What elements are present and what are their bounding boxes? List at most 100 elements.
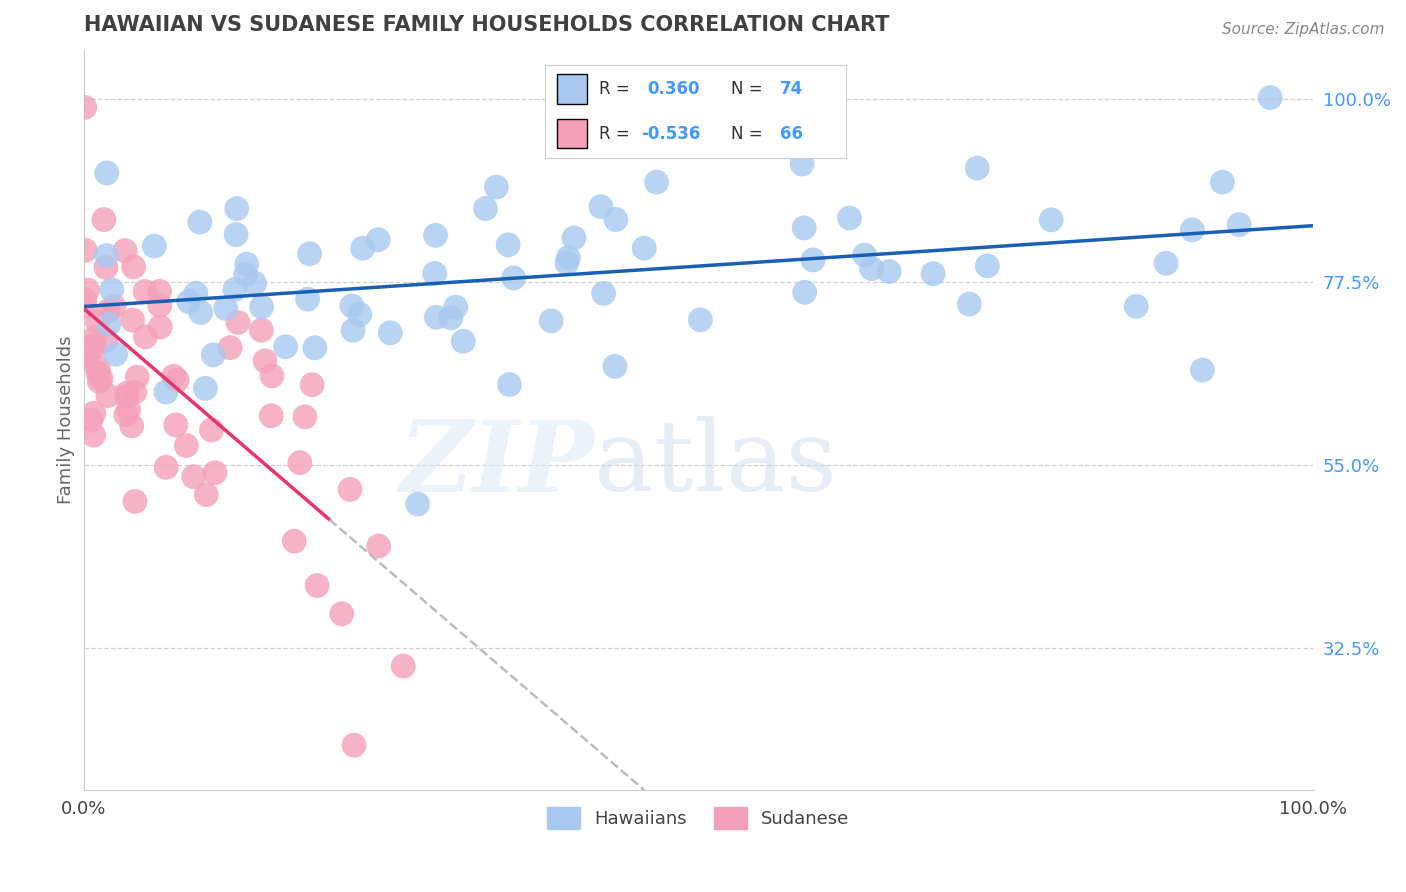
Point <box>966 161 988 175</box>
Point <box>557 251 579 265</box>
Point <box>115 386 138 401</box>
Point <box>124 494 146 508</box>
Point <box>367 539 389 553</box>
Point <box>165 417 187 432</box>
Point <box>298 246 321 260</box>
Point <box>89 374 111 388</box>
Point <box>148 285 170 299</box>
Legend: Hawaiians, Sudanese: Hawaiians, Sudanese <box>540 800 856 837</box>
Point <box>838 211 860 225</box>
Point <box>1191 363 1213 377</box>
Point <box>297 292 319 306</box>
Point <box>127 370 149 384</box>
Point <box>100 283 122 297</box>
Text: ZIP: ZIP <box>399 417 593 513</box>
Point <box>83 341 105 355</box>
Point <box>235 268 257 282</box>
Point <box>134 330 156 344</box>
Point <box>853 248 876 262</box>
Point <box>73 100 96 114</box>
Point <box>115 390 138 404</box>
Point <box>425 228 447 243</box>
Point <box>235 257 257 271</box>
Point <box>592 286 614 301</box>
Point <box>1040 212 1063 227</box>
Point <box>97 318 120 332</box>
Point <box>976 259 998 273</box>
Point <box>260 368 283 383</box>
Point <box>793 220 815 235</box>
Point <box>440 310 463 325</box>
Point <box>307 578 329 592</box>
Point <box>1181 223 1204 237</box>
Point <box>349 307 371 321</box>
Point <box>94 260 117 275</box>
Point <box>453 334 475 349</box>
Point <box>339 483 361 497</box>
Point <box>195 487 218 501</box>
Point <box>301 377 323 392</box>
Point <box>200 423 222 437</box>
Point <box>76 350 98 364</box>
Point <box>83 406 105 420</box>
Point <box>226 315 249 329</box>
Point <box>80 339 103 353</box>
Point <box>224 282 246 296</box>
Text: atlas: atlas <box>593 417 837 512</box>
Y-axis label: Family Households: Family Households <box>58 336 75 505</box>
Point <box>190 305 212 319</box>
Point <box>1154 256 1177 270</box>
Point <box>155 385 177 400</box>
Point <box>176 438 198 452</box>
Point <box>73 293 96 307</box>
Point <box>260 409 283 423</box>
Point <box>502 271 524 285</box>
Point <box>124 385 146 400</box>
Point <box>97 304 120 318</box>
Point <box>304 341 326 355</box>
Point <box>496 238 519 252</box>
Point <box>243 277 266 291</box>
Point <box>793 285 815 300</box>
Point <box>225 227 247 242</box>
Point <box>149 320 172 334</box>
Point <box>444 300 467 314</box>
Point <box>352 241 374 255</box>
Point <box>633 241 655 255</box>
Point <box>1211 175 1233 189</box>
Point <box>149 298 172 312</box>
Point <box>103 300 125 314</box>
Point <box>283 534 305 549</box>
Point <box>86 366 108 380</box>
Point <box>215 301 238 316</box>
Point <box>75 351 97 365</box>
Point <box>957 297 980 311</box>
Point <box>367 233 389 247</box>
Point <box>204 466 226 480</box>
Point <box>202 348 225 362</box>
Point <box>177 294 200 309</box>
Point <box>97 388 120 402</box>
Point <box>801 252 824 267</box>
Point <box>73 10 96 24</box>
Point <box>121 418 143 433</box>
Point <box>330 607 353 621</box>
Point <box>645 175 668 189</box>
Point <box>562 231 585 245</box>
Point <box>922 267 945 281</box>
Point <box>80 413 103 427</box>
Point <box>122 260 145 274</box>
Point <box>219 341 242 355</box>
Point <box>254 353 277 368</box>
Point <box>104 347 127 361</box>
Point <box>188 215 211 229</box>
Point <box>605 212 627 227</box>
Point <box>294 409 316 424</box>
Point <box>96 248 118 262</box>
Point <box>877 264 900 278</box>
Point <box>96 166 118 180</box>
Point <box>86 315 108 329</box>
Point <box>184 286 207 301</box>
Point <box>589 200 612 214</box>
Point <box>380 326 402 340</box>
